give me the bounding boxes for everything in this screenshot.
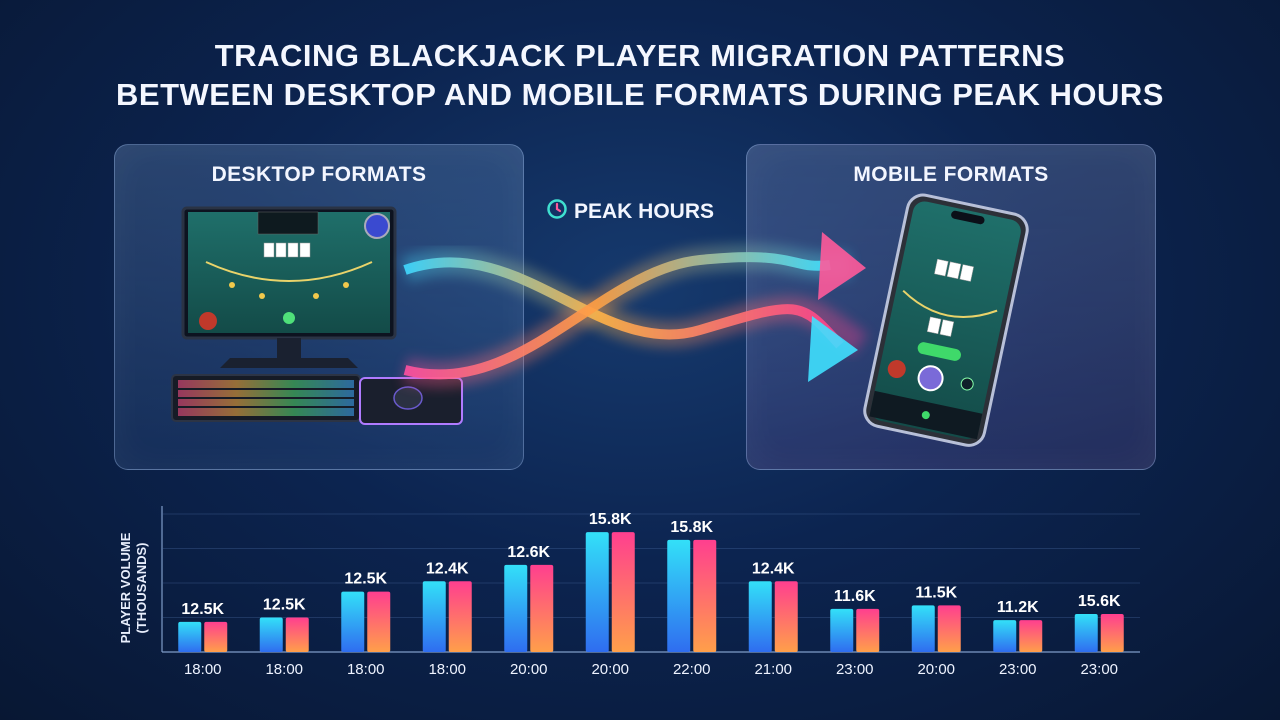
- mobile-formats-title: MOBILE FORMATS: [853, 163, 1049, 186]
- bar-desktop: [585, 532, 609, 652]
- bar-data-label: 12.6K: [507, 544, 550, 561]
- bar-desktop: [667, 539, 691, 652]
- player-volume-chart: 12.5K 12.5K 12.5K 12.4K 12.6K 15.8K 15.8K 12.4K…: [110, 492, 1150, 692]
- y-axis-label: PLAYER VOLUME (THOUSANDS): [113, 528, 157, 648]
- bar-data-label: 12.5K: [181, 601, 224, 618]
- bar-data-label: 15.6K: [1078, 593, 1121, 610]
- x-tick-label: 20:00: [917, 661, 955, 678]
- x-tick-label: 18:00: [347, 661, 385, 678]
- x-tick-label: 21:00: [754, 661, 792, 678]
- bar-mobile: [1100, 614, 1124, 652]
- x-tick-label: 23:00: [999, 661, 1037, 678]
- clock-icon: [546, 198, 568, 226]
- x-tick-label: 18:00: [428, 661, 466, 678]
- bar-mobile: [367, 591, 391, 652]
- bar-mobile: [448, 581, 472, 652]
- bar-mobile: [1019, 620, 1043, 652]
- bar-data-label: 11.2K: [997, 599, 1039, 616]
- bar-desktop: [911, 605, 935, 652]
- x-tick-label: 23:00: [836, 661, 874, 678]
- smartphone-icon: [863, 193, 1029, 447]
- x-tick-label: 23:00: [1080, 661, 1118, 678]
- chart-title-line-1: TRACING BLACKJACK PLAYER MIGRATION PATTE…: [214, 38, 1066, 73]
- y-axis-label-line-2: (THOUSANDS): [134, 543, 149, 634]
- bar-mobile: [937, 605, 961, 652]
- bar-desktop: [504, 564, 528, 652]
- bar-desktop: [993, 620, 1017, 652]
- bar-data-label: 15.8K: [589, 511, 632, 528]
- bar-desktop: [178, 621, 202, 652]
- bar-data-label: 11.5K: [915, 584, 957, 601]
- bar-data-label: 12.4K: [752, 560, 795, 577]
- bar-mobile: [285, 617, 309, 652]
- bar-desktop: [422, 581, 446, 652]
- x-tick-label: 20:00: [510, 661, 548, 678]
- bar-mobile: [693, 539, 717, 652]
- bar-data-label: 12.4K: [426, 560, 469, 577]
- migration-arrows-icon: [400, 232, 868, 388]
- y-axis-label-line-1: PLAYER VOLUME: [118, 532, 133, 643]
- bar-desktop: [830, 608, 854, 652]
- bar-mobile: [774, 581, 798, 652]
- peak-hours-text: PEAK HOURS: [574, 200, 715, 223]
- chart-title-line-2: BETWEEN DESKTOP AND MOBILE FORMATS DURIN…: [116, 77, 1164, 112]
- bar-mobile: [530, 564, 554, 652]
- peak-hours-label: PEAK HOURS: [546, 198, 714, 226]
- desktop-computer-icon: [171, 206, 463, 425]
- bar-desktop: [1074, 614, 1098, 652]
- bar-data-label: 12.5K: [344, 571, 387, 588]
- x-tick-label: 20:00: [591, 661, 629, 678]
- x-tick-label: 18:00: [265, 661, 303, 678]
- chart-title: TRACING BLACKJACK PLAYER MIGRATION PATTE…: [0, 36, 1280, 114]
- bar-desktop: [748, 581, 772, 652]
- bar-mobile: [856, 608, 880, 652]
- bar-mobile: [204, 621, 228, 652]
- bar-mobile: [611, 532, 635, 652]
- bar-chart-svg: 12.5K 12.5K 12.5K 12.4K 12.6K 15.8K 15.8K 12.4K…: [161, 506, 1140, 678]
- bar-data-label: 12.5K: [263, 597, 306, 614]
- bar-desktop: [341, 591, 365, 652]
- bar-desktop: [259, 617, 283, 652]
- desktop-formats-title: DESKTOP FORMATS: [211, 163, 427, 186]
- bar-data-label: 11.6K: [834, 588, 876, 605]
- x-tick-label: 18:00: [184, 661, 222, 678]
- x-tick-label: 22:00: [673, 661, 711, 678]
- bar-data-label: 15.8K: [670, 519, 713, 536]
